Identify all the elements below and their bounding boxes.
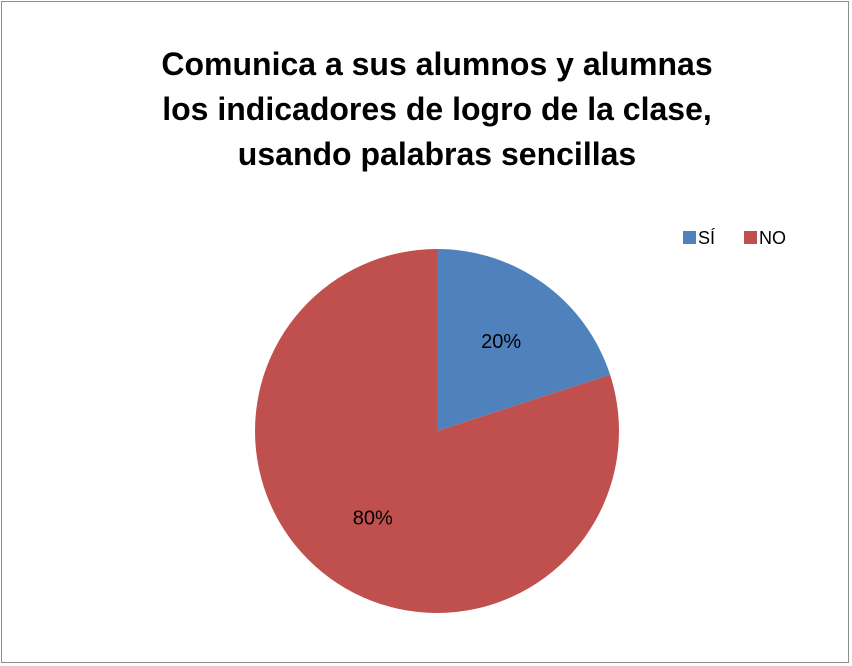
pie-slice bbox=[255, 249, 620, 613]
legend-label: NO bbox=[759, 228, 786, 248]
legend-label: SÍ bbox=[698, 228, 715, 248]
data-label: 80% bbox=[353, 508, 393, 530]
data-label: 20% bbox=[481, 331, 521, 353]
pie-slice bbox=[437, 249, 611, 431]
legend-swatch bbox=[683, 231, 696, 244]
chart-title: Comunica a sus alumnos y alumnas los ind… bbox=[161, 46, 713, 172]
legend-swatch bbox=[744, 231, 758, 244]
